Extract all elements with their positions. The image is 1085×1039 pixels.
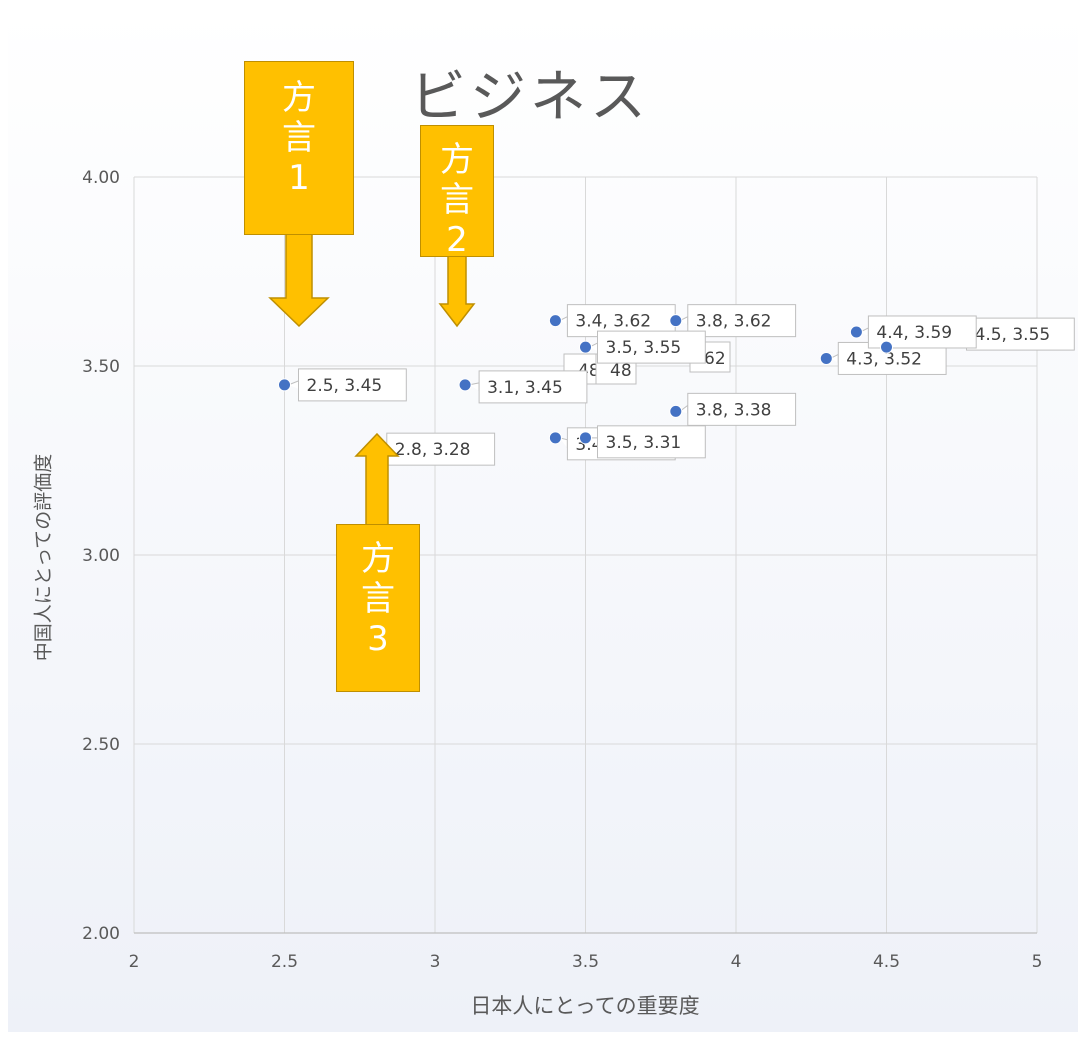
data-label-box [298, 368, 407, 402]
grid-layer: 2.00 2.50 3.00 3.50 4.00 2 2.5 3 3.5 4 4.5 5 [82, 168, 1042, 972]
data-point [669, 314, 683, 328]
data-point [669, 404, 683, 418]
data-point [458, 378, 472, 392]
data-point [278, 378, 291, 392]
data-label: 3.5, 3.31 [606, 433, 682, 453]
callout-2-arrow [438, 255, 476, 328]
callout-2-line-3: 2 [446, 220, 468, 260]
callout-1-line-1: 方 [282, 78, 316, 118]
data-label-box [687, 392, 797, 426]
chart-background [8, 8, 1078, 1032]
x-tick-label: 2 [129, 952, 140, 972]
data-label: 4.5, 3.55 [975, 325, 1051, 345]
data-label-box [966, 317, 1075, 351]
x-axis-title: 日本人にとっての重要度 [470, 994, 700, 1018]
x-tick-label: 5 [1032, 952, 1043, 972]
callout-1-line-2: 言 [282, 118, 316, 158]
y-tick-label: 3.00 [82, 546, 120, 566]
x-tick-label: 3.5 [572, 952, 599, 972]
y-tick-label: 2.50 [82, 735, 120, 755]
data-label: 4.3, 3.52 [846, 349, 922, 369]
data-label-box [597, 425, 706, 459]
y-tick-label: 4.00 [82, 168, 120, 188]
data-point [548, 431, 562, 445]
data-point [819, 351, 833, 365]
y-tick-label: 3.50 [82, 357, 120, 377]
x-tick-label: 4.5 [873, 952, 900, 972]
data-label: 3.5, 3.55 [606, 338, 682, 358]
callout-dialect-1: 方 言 1 [244, 61, 354, 235]
callout-1-arrow [268, 233, 330, 328]
x-tick-label: 3 [430, 952, 441, 972]
y-tick-label: 2.00 [82, 924, 120, 944]
data-point [880, 340, 893, 354]
data-point [579, 340, 592, 354]
callout-1-line-3: 1 [288, 158, 310, 198]
overlapped-label-fragment: 62 [704, 349, 726, 369]
x-tick-label: 2.5 [271, 952, 298, 972]
callout-dialect-2: 方 言 2 [420, 125, 494, 260]
y-axis-title: 中国人にとっての評価度 [32, 453, 55, 662]
data-label: 3.8, 3.62 [696, 312, 772, 332]
callout-dialect-3: 方 言 3 [336, 524, 420, 692]
annotation-label: 2.8, 3.28 [395, 440, 471, 460]
data-label: 4.4, 3.59 [876, 323, 952, 343]
data-label-box [478, 370, 588, 404]
data-point-layer [278, 314, 893, 445]
data-label: 3.1, 3.45 [487, 378, 563, 398]
callout-3-line-1: 方 [361, 539, 395, 579]
overlapped-label-fragment: 48 [610, 361, 632, 381]
callout-3-line-2: 言 [361, 579, 395, 619]
data-label-box [597, 330, 706, 364]
callout-2-line-2: 言 [440, 180, 474, 220]
annotation-label-box [386, 432, 496, 466]
data-label: 3.4, 3.62 [575, 312, 651, 332]
x-tick-label: 4 [731, 952, 742, 972]
data-label: 3.8, 3.38 [696, 400, 772, 420]
callout-3-line-3: 3 [367, 619, 389, 659]
data-point [849, 325, 863, 339]
data-point [579, 431, 592, 445]
data-label: 2.5, 3.45 [307, 376, 383, 396]
callout-2-line-1: 方 [440, 140, 474, 180]
chart-title: ビジネス [410, 65, 650, 130]
callout-arrow-layer [268, 233, 476, 526]
data-point [548, 314, 562, 328]
